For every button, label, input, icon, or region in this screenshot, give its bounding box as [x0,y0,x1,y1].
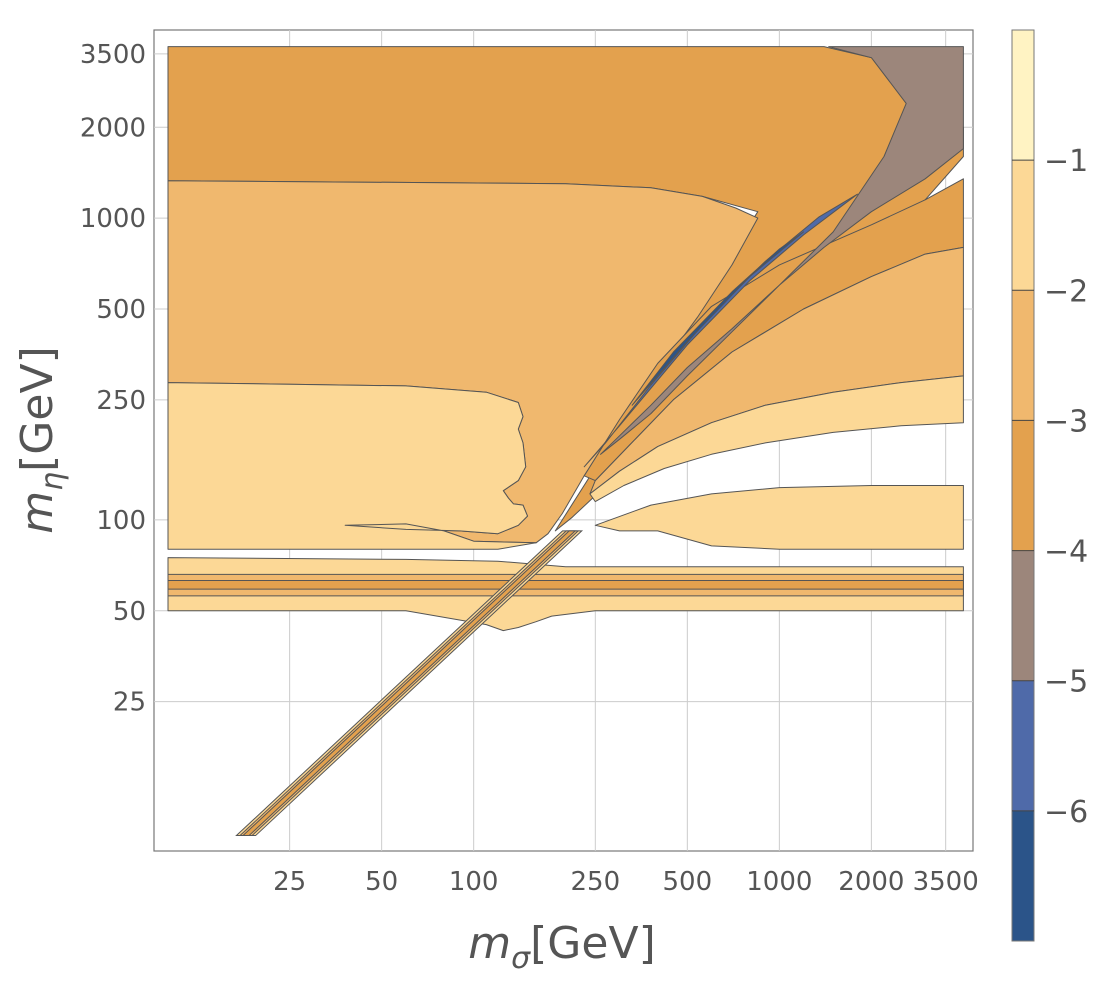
x-tick-label: 1000 [746,867,812,897]
colorbar-swatch [1012,160,1034,291]
contour-region-12 [631,231,805,406]
y-axis-title: mη[GeV] [12,346,70,534]
y-tick-label: 500 [96,295,146,325]
contour-region-5 [589,375,964,503]
colorbar-swatch [1012,810,1034,941]
x-tick-label: 500 [663,867,713,897]
x-tick-label: 100 [449,867,499,897]
colorbar-swatch [1012,420,1034,551]
colorbar-tick-label: −3 [1044,404,1088,439]
y-tick-label: 3500 [80,40,146,70]
x-tick-label: 250 [570,867,620,897]
x-tick-label: 25 [273,867,306,897]
x-tick-label: 50 [365,867,398,897]
y-tick-label: 50 [113,597,146,627]
y-tick-label: 25 [113,688,146,718]
contour-region-11 [583,193,858,468]
colorbar-tick-label: −5 [1044,665,1088,700]
x-tick-label: 3500 [913,867,979,897]
x-axis-title: mσ[GeV] [468,918,656,976]
contour-region-9 [167,580,964,590]
colorbar-swatch [1012,550,1034,681]
contour-regions [167,46,964,632]
y-tick-label: 100 [96,506,146,536]
y-tick-label: 250 [96,386,146,416]
diagonal-band [235,530,584,837]
diagonal-band-2 [241,530,577,837]
x-tick-labels: 25 50 100 250 500 1000 2000 3500 [273,867,979,897]
y-tick-label: 2000 [80,113,146,143]
contour-region-2 [167,382,537,550]
colorbar-swatch [1012,290,1034,421]
colorbar-tick-label: −4 [1044,535,1088,570]
contour-region-6 [594,485,964,550]
colorbar-swatch [1012,30,1034,161]
colorbar-tick-label: −2 [1044,274,1088,309]
colorbar-tick-label: −1 [1044,144,1088,179]
y-tick-labels: 25 50 100 250 500 1000 2000 3500 [80,40,146,718]
colorbar-swatch [1012,680,1034,811]
x-tick-label: 2000 [838,867,904,897]
colorbar: −6 −5 −4 −3 −2 −1 [1011,29,1088,942]
colorbar-tick-label: −6 [1044,795,1088,830]
y-tick-label: 1000 [80,204,146,234]
contour-region-10 [600,46,964,455]
colorbar-frame [1011,29,1035,942]
